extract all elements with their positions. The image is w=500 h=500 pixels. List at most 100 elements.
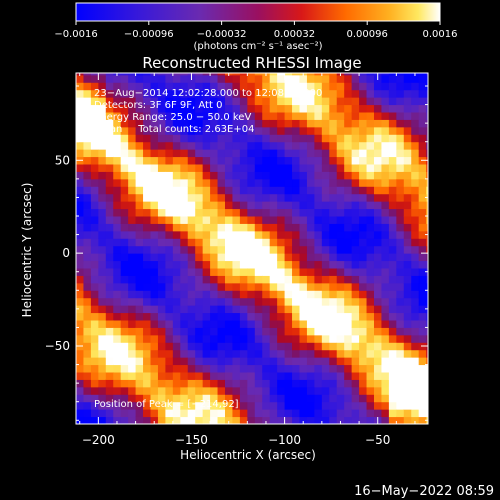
heatmap-cell	[90, 349, 99, 358]
heatmap-cell	[269, 171, 278, 180]
heatmap-cell	[418, 230, 427, 239]
heatmap-cell	[351, 201, 360, 210]
heatmap-cell	[366, 97, 375, 106]
heatmap-cell	[143, 126, 151, 135]
heatmap-cell	[202, 119, 211, 128]
heatmap-cell	[120, 134, 129, 143]
heatmap-cell	[247, 82, 256, 91]
heatmap-cell	[336, 253, 345, 262]
heatmap-cell	[262, 275, 271, 284]
heatmap-cell	[232, 282, 241, 291]
heatmap-cell	[165, 305, 174, 314]
heatmap-cell	[306, 201, 315, 210]
heatmap-cell	[396, 409, 405, 418]
heatmap-cell	[150, 119, 159, 128]
heatmap-cell	[396, 126, 405, 135]
heatmap-cell	[187, 104, 196, 113]
heatmap-cell	[224, 409, 233, 418]
heatmap-cell	[321, 230, 330, 239]
heatmap-cell	[150, 372, 159, 380]
heatmap-cell	[239, 290, 248, 299]
heatmap-cell	[172, 156, 181, 165]
heatmap-cell	[247, 327, 256, 336]
heatmap-cell	[150, 334, 159, 343]
heatmap-cell	[388, 297, 397, 306]
heatmap-cell	[388, 409, 397, 418]
heatmap-cell	[277, 290, 286, 299]
heatmap-cell	[105, 357, 114, 366]
heatmap-cell	[76, 282, 84, 291]
heatmap-cell	[180, 193, 189, 202]
heatmap-cell	[76, 364, 84, 373]
heatmap-cell	[128, 260, 137, 269]
heatmap-cell	[396, 268, 405, 276]
heatmap-cell	[254, 104, 263, 113]
heatmap-cell	[321, 379, 330, 388]
heatmap-cell	[113, 178, 122, 187]
heatmap-cell	[195, 230, 204, 239]
heatmap-cell	[292, 134, 300, 143]
heatmap-cell	[262, 164, 271, 172]
heatmap-cell	[359, 186, 368, 195]
heatmap-image	[76, 73, 428, 424]
heatmap-cell	[143, 275, 151, 284]
heatmap-cell	[202, 74, 211, 83]
heatmap-cell	[351, 238, 360, 247]
heatmap-cell	[262, 282, 271, 291]
heatmap-cell	[90, 386, 99, 395]
heatmap-cell	[418, 73, 427, 76]
heatmap-cell	[128, 305, 137, 314]
heatmap-cell	[418, 74, 427, 83]
heatmap-cell	[254, 193, 263, 202]
heatmap-cell	[76, 134, 84, 143]
heatmap-cell	[426, 245, 428, 254]
heatmap-cell	[314, 97, 323, 106]
heatmap-cell	[426, 401, 428, 410]
heatmap-cell	[403, 230, 412, 239]
heatmap-cell	[314, 372, 323, 380]
heatmap-cell	[98, 260, 107, 269]
heatmap-cell	[396, 112, 405, 120]
heatmap-cell	[306, 119, 315, 128]
heatmap-cell	[76, 89, 84, 98]
heatmap-cell	[321, 416, 330, 424]
heatmap-cell	[143, 245, 151, 254]
heatmap-cell	[269, 89, 278, 98]
heatmap-cell	[359, 74, 368, 83]
heatmap-cell	[172, 216, 181, 224]
heatmap-cell	[418, 216, 427, 224]
heatmap-cell	[426, 372, 428, 380]
heatmap-cell	[396, 312, 405, 321]
heatmap-cell	[262, 156, 271, 165]
heatmap-cell	[351, 394, 360, 403]
heatmap-cell	[403, 334, 412, 343]
heatmap-cell	[150, 245, 159, 254]
heatmap-cell	[98, 89, 107, 98]
heatmap-cell	[284, 245, 293, 254]
heatmap-cell	[254, 401, 263, 410]
heatmap-cell	[336, 201, 345, 210]
heatmap-cell	[98, 216, 107, 224]
heatmap-cell	[366, 178, 375, 187]
heatmap-cell	[292, 379, 300, 388]
heatmap-cell	[247, 171, 256, 180]
heatmap-cell	[306, 230, 315, 239]
heatmap-cell	[411, 282, 420, 291]
heatmap-cell	[396, 349, 405, 358]
heatmap-cell	[150, 401, 159, 410]
heatmap-cell	[202, 112, 211, 120]
heatmap-cell	[239, 349, 248, 358]
heatmap-cell	[381, 171, 390, 180]
heatmap-cell	[411, 342, 420, 351]
heatmap-cell	[202, 290, 211, 299]
heatmap-cell	[336, 297, 345, 306]
heatmap-cell	[90, 208, 99, 217]
heatmap-cell	[83, 89, 92, 98]
heatmap-cell	[202, 82, 211, 91]
heatmap-cell	[83, 372, 92, 380]
heatmap-cell	[314, 342, 323, 351]
heatmap-cell	[418, 282, 427, 291]
heatmap-cell	[157, 149, 166, 158]
heatmap-cell	[306, 357, 315, 366]
heatmap-cell	[314, 327, 323, 336]
